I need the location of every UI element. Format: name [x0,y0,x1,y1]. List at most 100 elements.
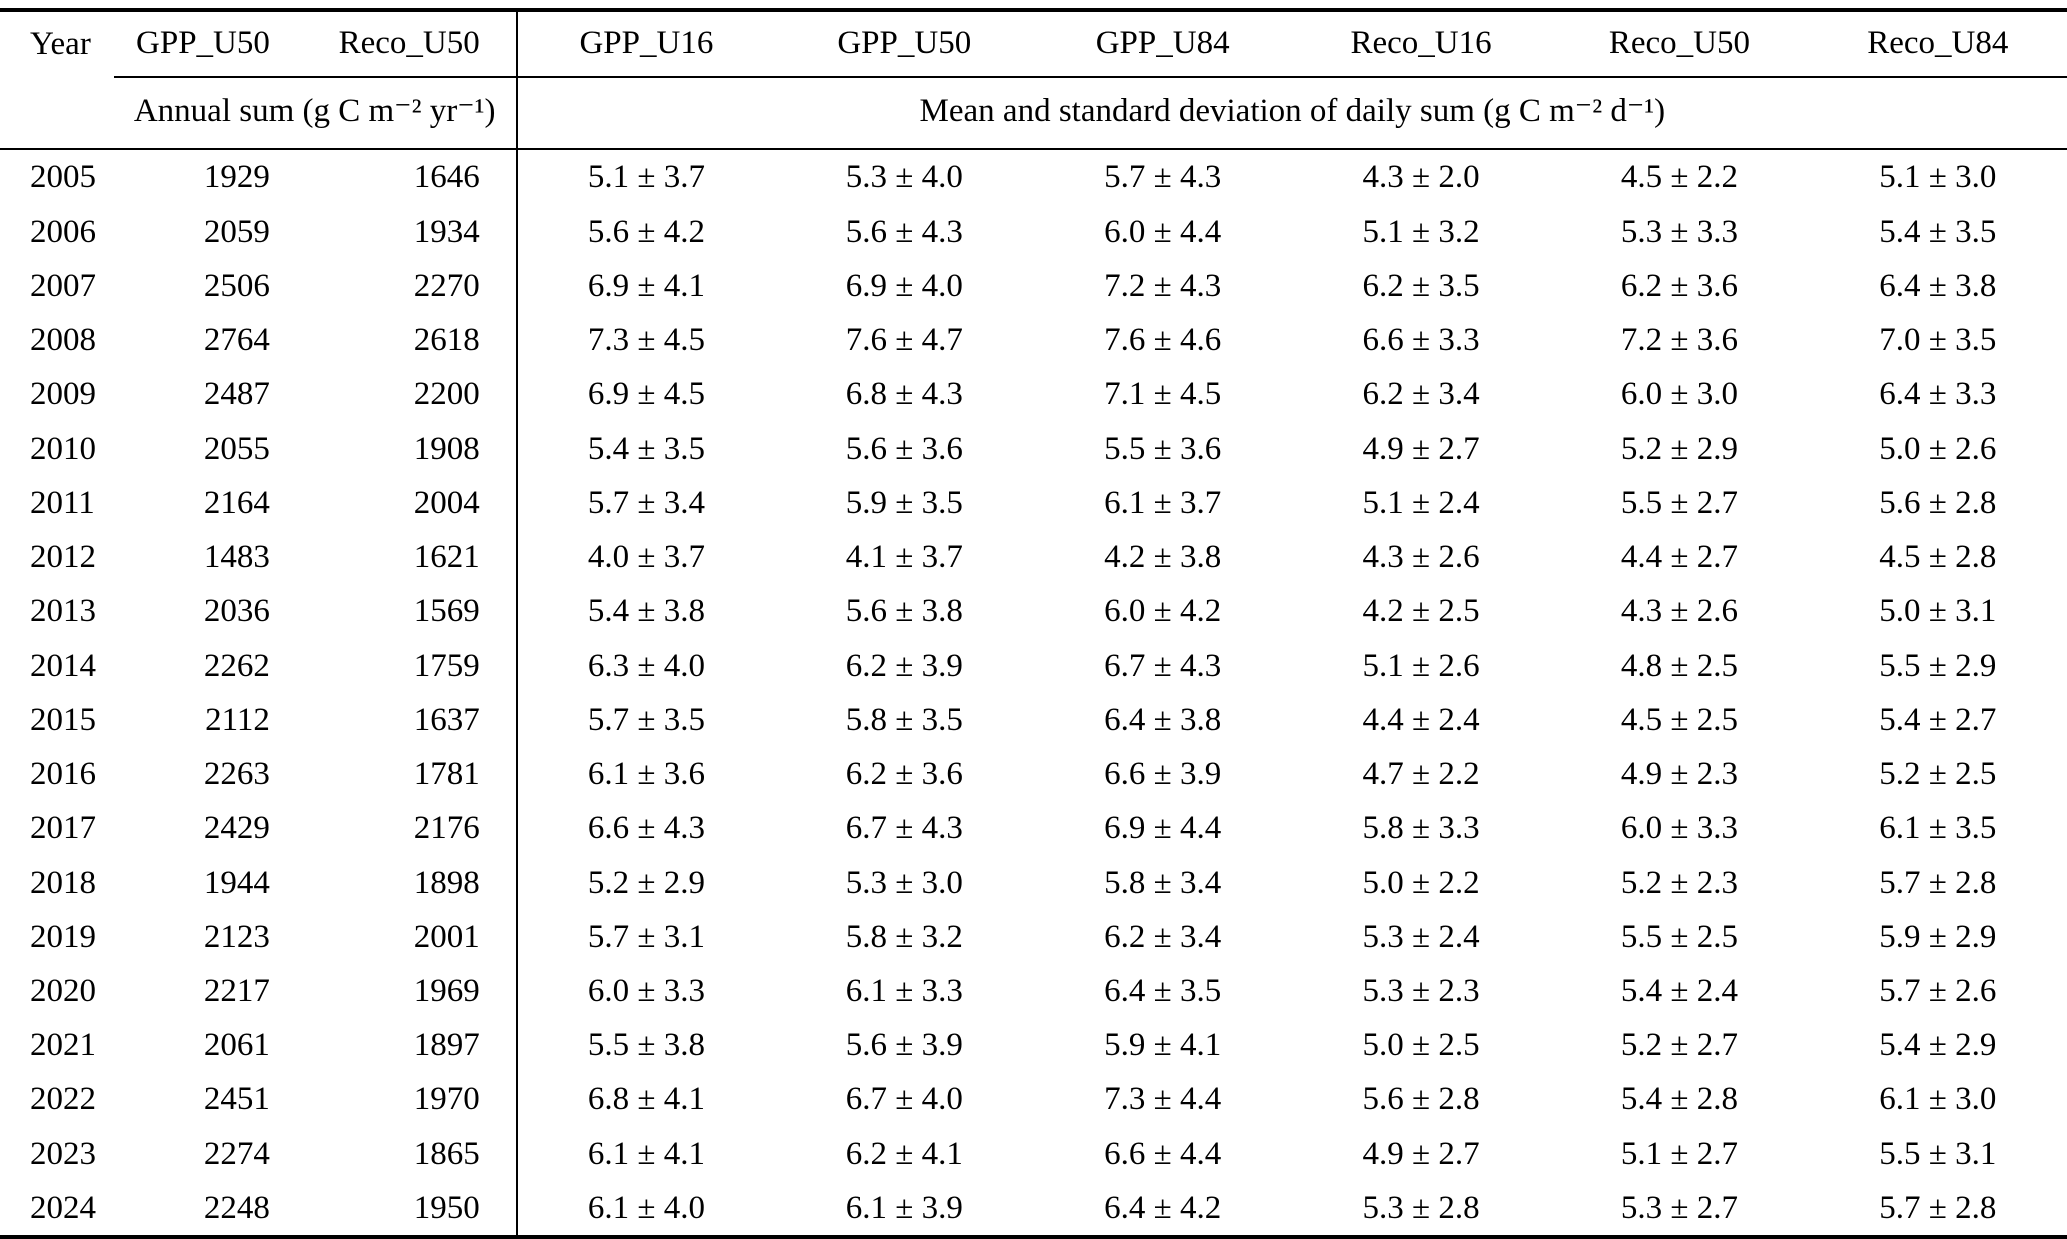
reco-u50-daily-cell: 4.4 ± 2.7 [1620,539,1738,576]
units-header-row: Annual sum (g C m⁻² yr⁻¹) Mean and stand… [0,77,2067,151]
table-body: 2005 1929 1646 5.1 ± 3.7 5.3 ± 4.0 5.7 ± 4.3 4… [0,149,2067,1238]
gpp-u50-daily-cell: 5.6 ± 4.3 [845,213,963,250]
table-row: 2005 1929 1646 5.1 ± 3.7 5.3 ± 4.0 5.7 ± 4.3 4… [0,149,2067,205]
table-row: 2017 2429 2176 6.6 ± 4.3 6.7 ± 4.3 6.9 ± 4.4 5… [0,801,2067,856]
reco-u16-daily-cell: 5.3 ± 2.8 [1362,1189,1480,1226]
gpp-u16-daily-cell: 6.1 ± 4.1 [587,1135,705,1172]
reco-u50-annual-cell: 1908 [305,421,518,476]
year-cell: 2017 [30,810,96,847]
year-cell: 2006 [30,213,96,250]
gpp-u16-daily-cell: 5.7 ± 3.1 [587,918,705,955]
gpp-u16-daily-cell: 5.7 ± 3.5 [587,701,705,738]
reco-u50-annual-cell: 1865 [305,1126,518,1181]
reco-u50-daily-cell: 5.3 ± 2.7 [1620,1189,1738,1226]
gpp-u50-annual-cell: 2262 [203,647,270,684]
reco-u84-daily-cell: 5.4 ± 2.9 [1879,1027,1997,1064]
reco-u50-annual-cell: 1621 [305,530,518,585]
year-cell: 2007 [30,267,96,304]
reco-u50-annual-cell: 1637 [305,692,518,748]
reco-u16-daily-cell: 5.3 ± 2.4 [1362,918,1480,955]
gpp-u50-daily-cell: 6.7 ± 4.3 [845,810,963,847]
gpp-u16-daily-cell: 6.9 ± 4.1 [587,267,705,304]
table-row: 2013 2036 1569 5.4 ± 3.8 5.6 ± 3.8 6.0 ± 4.2 4… [0,584,2067,639]
gpp-u50-annual-cell: 2061 [203,1027,270,1064]
gpp-u50-daily-cell: 5.3 ± 4.0 [845,159,963,196]
header-gpp-u84-daily: GPP_U84 [1033,10,1292,79]
year-cell: 2020 [30,972,96,1009]
gpp-u50-daily-cell: 4.1 ± 3.7 [845,539,963,576]
reco-u84-daily-cell: 5.6 ± 2.8 [1879,484,1997,521]
gpp-u16-daily-cell: 5.5 ± 3.8 [587,1027,705,1064]
year-cell: 2018 [30,864,96,901]
reco-u84-daily-cell: 5.7 ± 2.6 [1879,972,1997,1009]
gpp-u16-daily-cell: 5.4 ± 3.5 [587,430,705,467]
gpp-u50-daily-cell: 6.2 ± 4.1 [845,1135,963,1172]
gpp-u84-daily-cell: 5.5 ± 3.6 [1104,430,1222,467]
reco-u50-daily-cell: 5.4 ± 2.4 [1620,972,1738,1009]
gpp-u84-daily-cell: 4.2 ± 3.8 [1104,539,1222,576]
gpp-u84-daily-cell: 6.7 ± 4.3 [1104,647,1222,684]
gpp-u50-annual-cell: 2036 [203,593,270,630]
gpp-u84-daily-cell: 7.3 ± 4.4 [1104,1081,1222,1118]
year-cell: 2019 [30,918,96,955]
reco-u84-daily-cell: 6.4 ± 3.3 [1879,376,1997,413]
reco-u16-daily-cell: 5.1 ± 2.6 [1362,647,1480,684]
gpp-u50-annual-cell: 1944 [203,864,270,901]
gpp-u16-daily-cell: 6.1 ± 3.6 [587,756,705,793]
gpp-u84-daily-cell: 6.4 ± 3.8 [1104,701,1222,738]
reco-u84-daily-cell: 5.7 ± 2.8 [1879,864,1997,901]
reco-u84-daily-cell: 5.2 ± 2.5 [1879,756,1997,793]
gpp-u50-annual-cell: 2263 [203,756,270,793]
gpp-u50-annual-cell: 2487 [203,376,270,413]
gpp-u16-daily-cell: 6.3 ± 4.0 [587,647,705,684]
reco-u50-annual-cell: 1970 [305,1072,518,1127]
gpp-u16-daily-cell: 7.3 ± 4.5 [587,322,705,359]
gpp-u16-daily-cell: 5.2 ± 2.9 [587,864,705,901]
reco-u50-annual-cell: 2200 [305,367,518,422]
reco-u50-daily-cell: 4.5 ± 2.5 [1620,701,1738,738]
year-cell: 2024 [30,1189,96,1226]
reco-u50-daily-cell: 7.2 ± 3.6 [1620,322,1738,359]
gpp-u50-daily-cell: 5.8 ± 3.2 [845,918,963,955]
annual-units-label: Annual sum (g C m⁻² yr⁻¹) [113,77,518,151]
reco-u16-daily-cell: 5.8 ± 3.3 [1362,810,1480,847]
year-cell: 2011 [30,484,95,521]
gpp-u50-daily-cell: 6.2 ± 3.9 [845,647,963,684]
header-reco-u16-daily: Reco_U16 [1291,10,1551,79]
gpp-u84-daily-cell: 5.9 ± 4.1 [1104,1027,1222,1064]
reco-u16-daily-cell: 5.3 ± 2.3 [1362,972,1480,1009]
gpp-u50-annual-cell: 2112 [205,701,270,738]
table-row: 2022 2451 1970 6.8 ± 4.1 6.7 ± 4.0 7.3 ± 4.4 5… [0,1072,2067,1127]
year-cell: 2016 [30,756,96,793]
gpp-u50-annual-cell: 2429 [203,810,270,847]
reco-u84-daily-cell: 5.1 ± 3.0 [1879,159,1997,196]
reco-u16-daily-cell: 4.9 ± 2.7 [1362,1135,1480,1172]
gpp-u50-annual-cell: 2059 [203,213,270,250]
gpp-u50-daily-cell: 5.6 ± 3.8 [845,593,963,630]
reco-u50-annual-cell: 2618 [305,313,518,368]
gpp-u50-annual-cell: 2274 [203,1135,270,1172]
gpp-u50-annual-cell: 1929 [203,159,270,196]
gpp-u50-annual-cell: 2217 [203,972,270,1009]
column-header-row: Year GPP_U50 Reco_U50 GPP_U16 GPP_U50 GP… [0,10,2067,79]
reco-u50-daily-cell: 4.8 ± 2.5 [1620,647,1738,684]
table-row: 2006 2059 1934 5.6 ± 4.2 5.6 ± 4.3 6.0 ± 4.4 5… [0,204,2067,259]
gpp-u16-daily-cell: 5.6 ± 4.2 [587,213,705,250]
reco-u16-daily-cell: 4.3 ± 2.6 [1362,539,1480,576]
gpp-u84-daily-cell: 6.1 ± 3.7 [1104,484,1222,521]
gpp-u50-annual-cell: 2164 [203,484,270,521]
units-spacer-cell [0,77,114,151]
year-cell: 2013 [30,593,96,630]
table-row: 2012 1483 1621 4.0 ± 3.7 4.1 ± 3.7 4.2 ± 3.8 4… [0,530,2067,585]
reco-u50-daily-cell: 5.2 ± 2.3 [1620,864,1738,901]
gpp-u84-daily-cell: 6.6 ± 4.4 [1104,1135,1222,1172]
header-gpp-u50-daily: GPP_U50 [775,10,1034,79]
year-cell: 2014 [30,647,96,684]
gpp-u16-daily-cell: 5.7 ± 3.4 [587,484,705,521]
table-row: 2016 2263 1781 6.1 ± 3.6 6.2 ± 3.6 6.6 ± 3.9 4… [0,747,2067,802]
gpp-u50-daily-cell: 6.2 ± 3.6 [845,756,963,793]
gpp-u84-daily-cell: 5.8 ± 3.4 [1104,864,1222,901]
gpp-u84-daily-cell: 6.0 ± 4.4 [1104,213,1222,250]
gpp-u84-daily-cell: 5.7 ± 4.3 [1104,159,1222,196]
